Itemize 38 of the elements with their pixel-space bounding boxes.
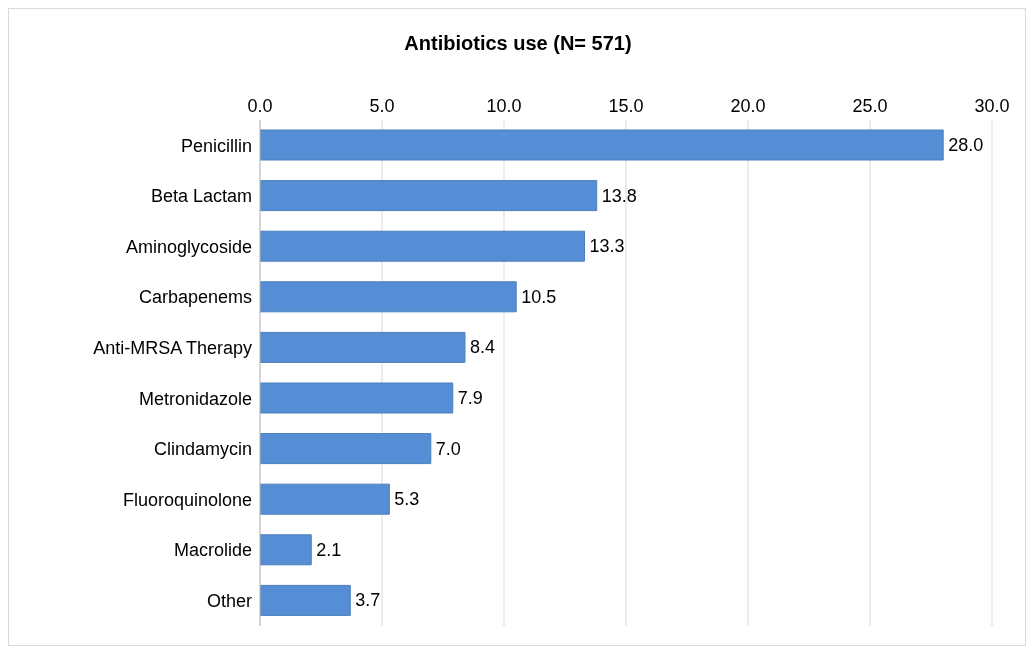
data-label: 8.4 [469, 337, 495, 358]
data-label: 13.3 [589, 236, 625, 257]
x-tick-label: 25.0 [852, 96, 888, 116]
data-label: 5.3 [394, 489, 420, 510]
x-tick-label: 5.0 [369, 96, 395, 116]
bar [260, 483, 390, 515]
y-tick-label: Penicillin [180, 135, 252, 156]
y-tick-label: Clindamycin [153, 439, 252, 460]
data-label: 13.8 [601, 185, 637, 206]
bar [260, 129, 944, 161]
x-tick-label: 10.0 [486, 96, 522, 116]
bar [260, 281, 517, 313]
bar [260, 331, 466, 363]
y-tick-label: Macrolide [173, 540, 252, 561]
x-tick-label: 0.0 [247, 96, 273, 116]
data-label: 7.0 [435, 438, 461, 459]
chart-title: Antibiotics use (N= 571) [403, 32, 633, 55]
x-tick-label: 30.0 [974, 96, 1010, 116]
bar [260, 382, 454, 414]
y-tick-label: Anti-MRSA Therapy [93, 338, 252, 359]
y-tick-label: Carbapenems [138, 287, 252, 308]
x-tick-label: 15.0 [608, 96, 644, 116]
y-tick-label: Other [206, 591, 252, 612]
data-label: 7.9 [457, 388, 483, 408]
x-tick-label: 20.0 [730, 96, 766, 116]
bar [260, 433, 432, 465]
y-tick-label: Aminoglycoside [125, 236, 252, 257]
data-label: 2.1 [316, 539, 342, 560]
bar [260, 230, 586, 262]
y-tick-label: Metronidazole [138, 388, 252, 409]
data-label: 28.0 [948, 135, 984, 155]
data-label: 3.7 [355, 590, 381, 611]
bar [260, 584, 351, 616]
bar [260, 534, 312, 566]
bar [260, 180, 598, 212]
data-label: 10.5 [521, 286, 557, 307]
y-tick-label: Beta Lactam [150, 186, 252, 207]
y-tick-label: Fluoroquinolone [122, 489, 252, 510]
